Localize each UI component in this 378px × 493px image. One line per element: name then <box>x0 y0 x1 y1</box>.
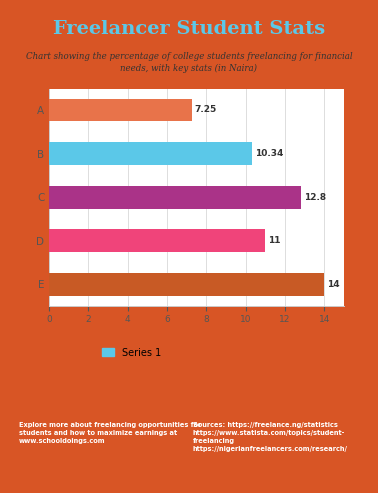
Legend: Series 1: Series 1 <box>98 344 165 361</box>
Text: 10.34: 10.34 <box>255 149 284 158</box>
Text: 14: 14 <box>327 280 340 289</box>
Bar <box>49 186 301 209</box>
Text: 12.8: 12.8 <box>304 193 326 202</box>
Text: 11: 11 <box>268 236 281 246</box>
Bar <box>49 99 192 121</box>
Bar <box>49 142 253 165</box>
Text: Freelancer Student Stats: Freelancer Student Stats <box>53 20 325 38</box>
Text: Sources: https://freelance.ng/statistics
https://www.statista.com/topics/student: Sources: https://freelance.ng/statistics… <box>193 422 348 452</box>
Text: Chart showing the percentage of college students freelancing for financial
needs: Chart showing the percentage of college … <box>26 52 352 72</box>
Text: 7.25: 7.25 <box>195 106 217 114</box>
Text: Explore more about freelancing opportunities for
students and how to maximize ea: Explore more about freelancing opportuni… <box>19 422 201 444</box>
Bar <box>49 229 265 252</box>
Bar <box>49 273 324 296</box>
